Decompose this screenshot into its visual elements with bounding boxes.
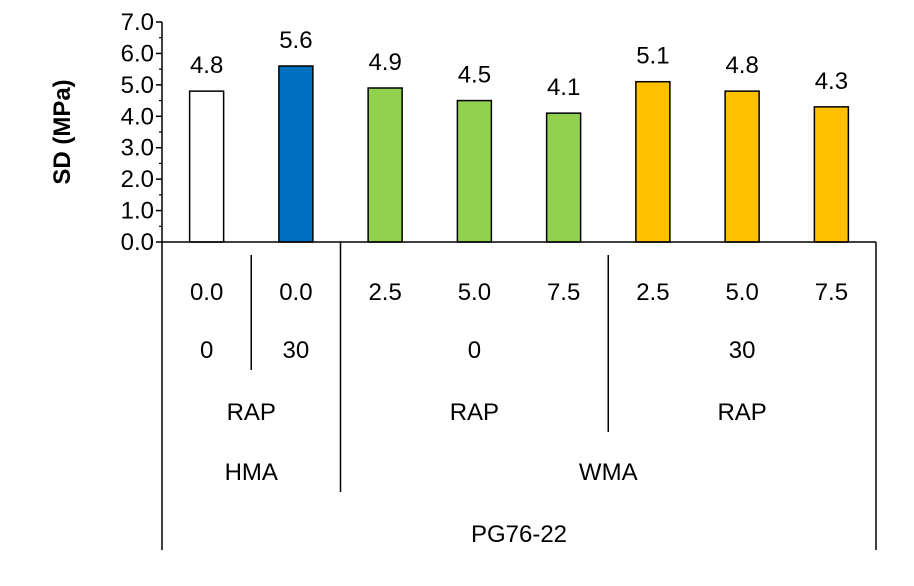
- y-tick-label: 6.0: [121, 40, 154, 67]
- data-label: 4.9: [368, 49, 401, 76]
- x-tick-label: 0.0: [190, 279, 223, 306]
- y-axis-label: SD (MPa): [49, 79, 76, 184]
- y-tick-label: 5.0: [121, 72, 154, 99]
- y-tick-label: 3.0: [121, 135, 154, 162]
- y-tick-label: 1.0: [121, 198, 154, 225]
- x-tick-label: 7.5: [547, 279, 580, 306]
- x-tick-label: 7.5: [815, 279, 848, 306]
- category-group-label: HMA: [225, 459, 278, 486]
- y-tick-label: 7.0: [121, 9, 154, 36]
- x-tick-label: 2.5: [368, 279, 401, 306]
- data-label: 4.8: [725, 52, 758, 79]
- data-label: 5.6: [279, 27, 312, 54]
- y-tick-label: 2.0: [121, 166, 154, 193]
- bar: [278, 65, 314, 243]
- x-tick-label: 5.0: [458, 279, 491, 306]
- data-labels: 4.8 5.6 4.9 4.5 4.1 5.1 4.8 4.3: [190, 27, 848, 101]
- data-label: 4.5: [458, 62, 491, 89]
- category-axis: 0.0 0.0 2.5 5.0 7.5 2.5 5.0 7.5 0 30 0 30 RAP RAP RAP H…: [190, 279, 848, 548]
- category-group-label: PG76-22: [471, 521, 567, 548]
- x-tick-label: 5.0: [725, 279, 758, 306]
- data-label: 4.1: [547, 74, 580, 101]
- bar: [188, 90, 225, 243]
- category-group-label: RAP: [717, 399, 766, 426]
- category-group-label: 0: [468, 337, 481, 364]
- data-label: 4.3: [815, 68, 848, 95]
- category-group-label: WMA: [579, 459, 638, 486]
- bar: [367, 87, 403, 243]
- y-tick-label: 4.0: [121, 103, 154, 130]
- category-group-label: RAP: [450, 399, 499, 426]
- data-label: 4.8: [190, 52, 223, 79]
- axis-lines: [161, 22, 877, 550]
- bars: [188, 65, 850, 243]
- bar: [456, 99, 493, 243]
- category-group-label: 30: [283, 337, 310, 364]
- bar: [545, 112, 582, 243]
- category-group-label: RAP: [227, 399, 276, 426]
- x-tick-label: 2.5: [636, 279, 669, 306]
- y-tick-label: 0.0: [121, 229, 154, 256]
- bar: [635, 80, 671, 243]
- bar: [724, 90, 760, 243]
- bar: [813, 106, 850, 243]
- y-axis: 0.0 1.0 2.0 3.0 4.0 5.0 6.0 7.0: [121, 9, 162, 256]
- category-group-label: 0: [200, 337, 213, 364]
- x-tick-label: 0.0: [279, 279, 312, 306]
- category-group-label: 30: [729, 337, 756, 364]
- data-label: 5.1: [636, 43, 669, 70]
